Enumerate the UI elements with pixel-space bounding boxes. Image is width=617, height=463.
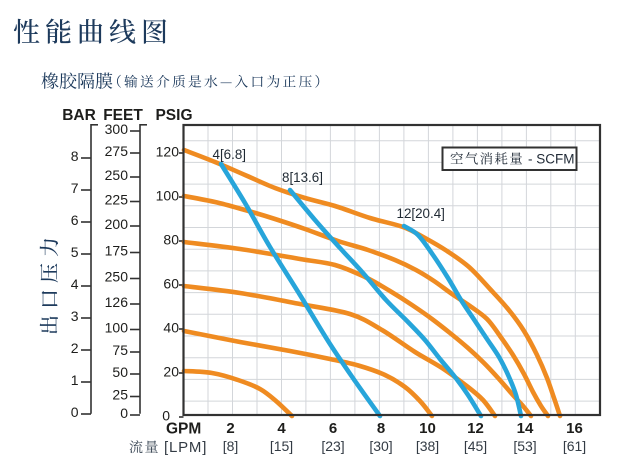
svg-text:7: 7 — [71, 180, 79, 196]
svg-text:10: 10 — [419, 420, 436, 437]
svg-text:[LPM]: [LPM] — [164, 439, 207, 456]
svg-text:8: 8 — [377, 420, 385, 437]
svg-text:4: 4 — [277, 420, 286, 437]
svg-text:100: 100 — [156, 188, 180, 204]
svg-text:0: 0 — [120, 405, 128, 421]
svg-text:[23]: [23] — [321, 438, 344, 454]
svg-text:16: 16 — [566, 420, 583, 437]
svg-text:40: 40 — [163, 320, 179, 336]
svg-text:8[13.6]: 8[13.6] — [282, 170, 323, 185]
svg-text:50: 50 — [112, 364, 128, 380]
svg-text:[53]: [53] — [513, 438, 536, 454]
svg-text:20: 20 — [163, 364, 179, 380]
svg-text:200: 200 — [105, 216, 129, 232]
svg-text:25: 25 — [112, 386, 128, 402]
svg-text:120: 120 — [156, 144, 180, 160]
svg-text:4[6.8]: 4[6.8] — [213, 147, 247, 162]
svg-text:GPM: GPM — [166, 421, 201, 438]
svg-text:80: 80 — [163, 232, 179, 248]
svg-text:3: 3 — [71, 308, 79, 324]
svg-text:300: 300 — [105, 121, 129, 137]
svg-text:60: 60 — [163, 276, 179, 292]
svg-text:1: 1 — [71, 372, 79, 388]
svg-text:12[20.4]: 12[20.4] — [397, 206, 445, 221]
svg-text:[8]: [8] — [223, 438, 239, 454]
svg-text:175: 175 — [105, 242, 129, 258]
svg-text:4: 4 — [71, 276, 79, 292]
svg-text:12: 12 — [467, 420, 484, 437]
svg-text:2: 2 — [71, 340, 79, 356]
svg-text:100: 100 — [105, 319, 129, 335]
svg-text:[61]: [61] — [563, 438, 586, 454]
svg-text:8: 8 — [71, 148, 79, 164]
svg-text:250: 250 — [105, 268, 129, 284]
svg-text:- SCFM: - SCFM — [528, 152, 575, 167]
svg-text:[45]: [45] — [464, 438, 487, 454]
svg-text:FEET: FEET — [103, 107, 143, 124]
svg-text:6: 6 — [329, 420, 337, 437]
svg-text:126: 126 — [105, 294, 129, 310]
svg-text:0: 0 — [71, 404, 79, 420]
svg-text:0: 0 — [162, 408, 170, 424]
svg-text:6: 6 — [71, 212, 79, 228]
svg-text:[15]: [15] — [270, 438, 293, 454]
svg-text:275: 275 — [105, 143, 129, 159]
svg-text:75: 75 — [112, 342, 128, 358]
svg-text:[38]: [38] — [416, 438, 439, 454]
svg-text:5: 5 — [71, 244, 79, 260]
svg-text:PSIG: PSIG — [155, 107, 192, 124]
svg-text:14: 14 — [517, 420, 534, 437]
svg-text:BAR: BAR — [62, 107, 96, 124]
svg-text:2: 2 — [226, 420, 234, 437]
svg-text:250: 250 — [105, 167, 129, 183]
svg-text:225: 225 — [105, 191, 129, 207]
svg-text:[30]: [30] — [369, 438, 392, 454]
